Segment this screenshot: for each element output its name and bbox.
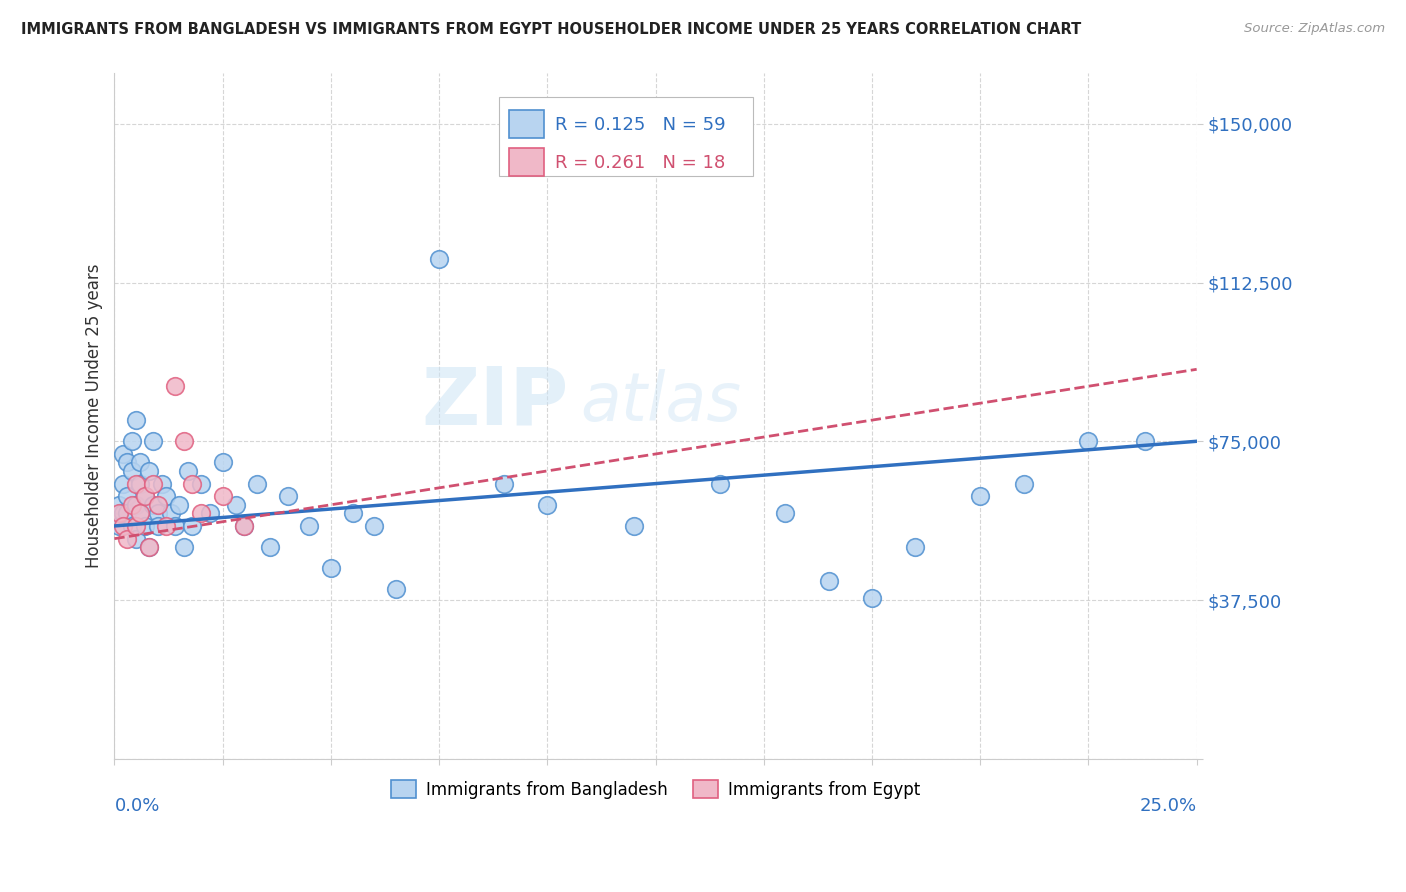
Point [211,489,233,503]
Point [181,519,204,533]
Legend: Immigrants from Bangladesh, Immigrants from Egypt: Immigrants from Bangladesh, Immigrants f… [384,774,927,805]
Text: Source: ZipAtlas.com: Source: ZipAtlas.com [1244,22,1385,36]
Point [146,498,169,512]
Point [107,519,129,533]
Point [155,519,177,533]
Point [904,540,927,554]
Point [211,455,233,469]
Point [298,519,321,533]
Point [427,252,450,267]
Point [190,476,212,491]
Point [860,591,883,605]
Point [117,532,139,546]
Point [129,476,152,491]
Point [159,506,181,520]
Text: IMMIGRANTS FROM BANGLADESH VS IMMIGRANTS FROM EGYPT HOUSEHOLDER INCOME UNDER 25 : IMMIGRANTS FROM BANGLADESH VS IMMIGRANTS… [21,22,1081,37]
Point [190,506,212,520]
Point [142,476,165,491]
Text: 25.0%: 25.0% [1139,797,1197,814]
Point [181,476,204,491]
Point [1077,434,1099,449]
Text: 0.0%: 0.0% [114,797,160,814]
FancyBboxPatch shape [509,147,544,177]
Point [163,519,186,533]
FancyBboxPatch shape [509,110,544,138]
Point [177,464,200,478]
Point [112,519,135,533]
Point [225,498,247,512]
Point [125,519,148,533]
Point [117,455,139,469]
Point [142,498,165,512]
Point [259,540,281,554]
Point [277,489,299,503]
Point [775,506,797,520]
Point [173,540,195,554]
Point [138,540,160,554]
Point [107,506,129,520]
Point [129,506,152,520]
Point [146,519,169,533]
Point [125,498,148,512]
Point [319,561,342,575]
Point [817,574,839,588]
Point [1012,476,1035,491]
Point [125,476,148,491]
Point [117,489,139,503]
Point [146,506,169,520]
Point [492,476,515,491]
Point [125,413,148,427]
Text: R = 0.125   N = 59: R = 0.125 N = 59 [555,116,725,134]
Point [536,498,558,512]
FancyBboxPatch shape [499,97,754,176]
Point [169,498,191,512]
Point [1133,434,1156,449]
Point [121,498,143,512]
Point [107,498,129,512]
Point [134,489,156,503]
Point [150,476,173,491]
Text: atlas: atlas [579,369,741,435]
Point [233,519,256,533]
Point [246,476,269,491]
Point [129,506,152,520]
Point [129,455,152,469]
Point [112,476,135,491]
Text: R = 0.261   N = 18: R = 0.261 N = 18 [555,153,725,171]
Point [623,519,645,533]
Point [163,379,186,393]
Point [155,489,177,503]
Point [709,476,731,491]
Point [138,540,160,554]
Point [125,532,148,546]
Point [112,506,135,520]
Text: ZIP: ZIP [422,363,569,442]
Point [121,519,143,533]
Point [198,506,221,520]
Point [112,447,135,461]
Point [138,464,160,478]
Point [342,506,364,520]
Y-axis label: Householder Income Under 25 years: Householder Income Under 25 years [86,264,103,568]
Point [121,434,143,449]
Point [142,434,165,449]
Point [134,519,156,533]
Point [117,506,139,520]
Point [134,489,156,503]
Point [385,582,408,597]
Point [121,464,143,478]
Point [363,519,385,533]
Point [969,489,991,503]
Point [173,434,195,449]
Point [233,519,256,533]
